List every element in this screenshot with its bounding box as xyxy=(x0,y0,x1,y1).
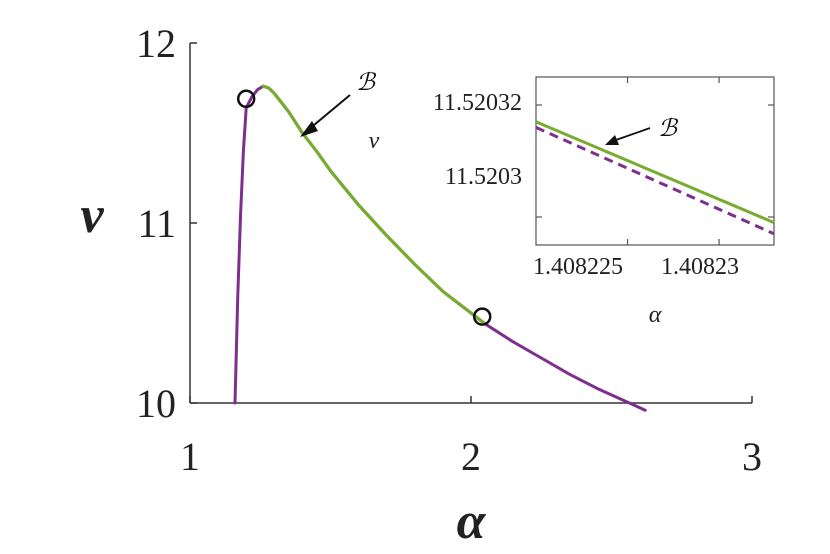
main-xtick-label-1: 2 xyxy=(461,434,481,479)
annotation-label-b: ℬ xyxy=(356,68,377,96)
annotation-arrow-line xyxy=(307,94,351,131)
inset-y-axis-label: ν xyxy=(369,128,380,154)
inset-series-line-1 xyxy=(535,126,775,236)
main-tick-marks xyxy=(189,42,753,404)
inset-ytick-label-0: 11.5203 xyxy=(445,164,522,190)
main-xtick-label-2: 3 xyxy=(742,434,762,479)
main-marker-circle-1 xyxy=(472,307,492,326)
main-ytick-label-2: 12 xyxy=(136,21,176,66)
inset-series-group xyxy=(535,120,775,236)
main-markers-group xyxy=(236,89,492,326)
main-annotation: ℬ xyxy=(300,68,377,137)
inset-x-axis-label: α xyxy=(649,302,662,328)
inset-series-line-0 xyxy=(535,120,775,224)
main-ytick-label-0: 10 xyxy=(136,381,176,426)
inset-chart: 11.5203 11.52032 1.408225 1.40823 α ν ℬ xyxy=(369,76,775,328)
inset-annotation-label-b: ℬ xyxy=(658,114,679,142)
annotation-arrowhead xyxy=(300,121,318,137)
main-xtick-label-0: 1 xyxy=(180,434,200,479)
inset-annotation-arrowhead xyxy=(605,135,619,145)
inset-tick-marks xyxy=(536,77,774,245)
inset-ytick-label-1: 11.52032 xyxy=(433,90,522,116)
inset-xtick-label-0: 1.408225 xyxy=(533,254,623,280)
main-marker-circle-0 xyxy=(236,89,256,109)
main-x-axis-label: α xyxy=(457,493,487,550)
inset-frame xyxy=(535,76,775,246)
main-ytick-label-1: 11 xyxy=(137,201,176,246)
main-axes: 1 2 3 10 11 12 α ν xyxy=(80,21,762,550)
main-series-line-1 xyxy=(261,84,487,326)
inset-annotation-arrow-line xyxy=(612,127,651,142)
inset-xtick-label-1: 1.40823 xyxy=(661,254,739,280)
main-y-axis-label: ν xyxy=(80,187,104,244)
